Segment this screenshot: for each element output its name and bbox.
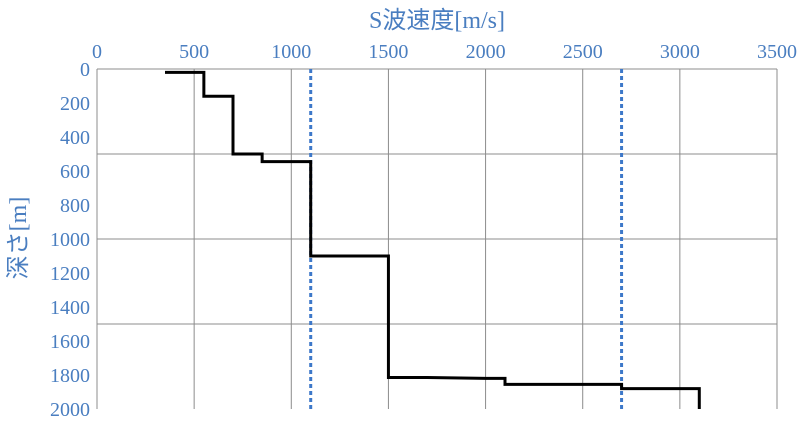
- velocity-profile-line: [165, 70, 701, 409]
- x-tick-label: 2500: [563, 41, 603, 63]
- y-tick-label: 400: [60, 127, 90, 149]
- x-tick-label: 3500: [757, 41, 797, 63]
- x-tick-label: 1500: [368, 41, 408, 63]
- y-tick-label: 1000: [50, 229, 90, 251]
- x-tick-label: 2000: [466, 41, 506, 63]
- x-tick-label: 3000: [660, 41, 700, 63]
- y-tick-label: 1400: [50, 297, 90, 319]
- y-tick-label: 2000: [50, 399, 90, 421]
- y-tick-label: 200: [60, 93, 90, 115]
- tick-labels: 0 500 1000 1500 2000 2500 3000 3500 0 200 400 600 80…: [50, 41, 797, 421]
- y-tick-label: 800: [60, 195, 90, 217]
- y-tick-label: 600: [60, 161, 90, 183]
- y-tick-label: 1800: [50, 365, 90, 387]
- y-axis-title: 深さ[m]: [5, 197, 32, 280]
- series-layer: [165, 70, 701, 409]
- y-tick-label: 1600: [50, 331, 90, 353]
- grid-layer: [96, 68, 778, 409]
- x-tick-label: 500: [179, 41, 209, 63]
- x-tick-label: 0: [92, 41, 102, 63]
- x-tick-label: 1000: [271, 41, 311, 63]
- x-axis-title: S波速度[m/s]: [369, 7, 505, 34]
- y-tick-label: 0: [80, 59, 90, 81]
- y-tick-label: 1200: [50, 263, 90, 285]
